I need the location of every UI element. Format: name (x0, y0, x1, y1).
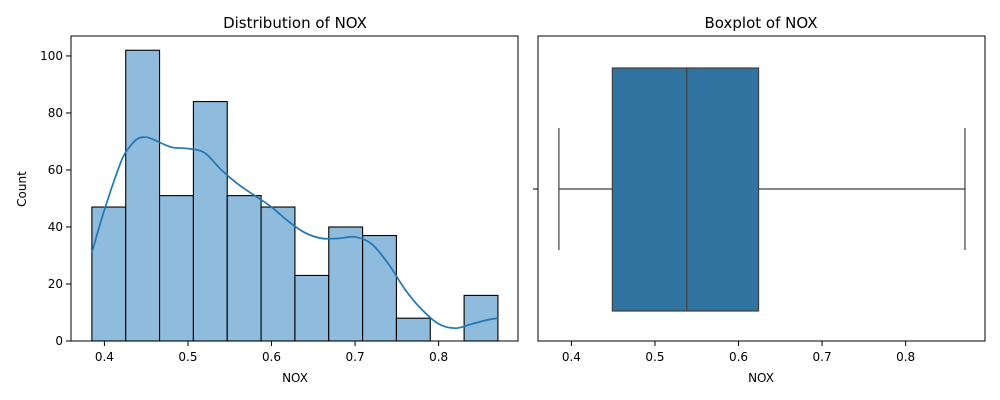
histogram-bar (328, 226, 364, 342)
histogram-title: Distribution of NOX (223, 14, 367, 32)
y-tick-label: 80 (48, 106, 63, 120)
histogram-bars (91, 49, 499, 342)
boxplot-panel: Boxplot of NOX 0.4 0.5 0.6 0.7 0.8 NOX (533, 14, 986, 385)
histogram-bar (91, 206, 127, 342)
x-tick-label: 0.5 (178, 350, 197, 364)
histogram-panel: Distribution of NOX 0.4 0.5 0.6 0.7 0.8 0 20 4… (15, 14, 519, 385)
histogram-x-ticks: 0.4 0.5 0.6 0.7 0.8 (95, 341, 448, 364)
histogram-y-label: Count (15, 171, 29, 207)
boxplot-x-ticks: 0.4 0.5 0.6 0.7 0.8 (562, 341, 915, 364)
histogram-x-label: NOX (282, 371, 308, 385)
histogram-y-ticks: 0 20 40 60 80 100 (40, 49, 71, 348)
histogram-bar (260, 206, 296, 342)
histogram-bar (192, 101, 228, 342)
x-tick-label: 0.4 (95, 350, 114, 364)
histogram-bar (395, 317, 431, 342)
histogram-bar (159, 195, 194, 342)
x-tick-label: 0.7 (346, 350, 365, 364)
x-tick-label: 0.8 (896, 350, 915, 364)
histogram-bar (294, 274, 330, 342)
boxplot-title: Boxplot of NOX (705, 14, 818, 32)
boxplot-x-label: NOX (748, 371, 774, 385)
x-tick-label: 0.5 (645, 350, 664, 364)
x-tick-label: 0.7 (813, 350, 832, 364)
y-tick-label: 60 (48, 163, 63, 177)
y-tick-label: 0 (55, 334, 63, 348)
x-tick-label: 0.4 (562, 350, 581, 364)
x-tick-label: 0.8 (429, 350, 448, 364)
y-tick-label: 100 (40, 49, 63, 63)
histogram-bar (125, 49, 161, 342)
histogram-bar (226, 195, 262, 342)
iqr-box (611, 67, 760, 312)
histogram-axes-frame (70, 35, 519, 342)
y-tick-label: 40 (48, 220, 63, 234)
x-tick-label: 0.6 (729, 350, 748, 364)
boxplot-elements (558, 67, 966, 312)
y-tick-label: 20 (48, 277, 63, 291)
kde-line (91, 136, 499, 330)
x-tick-label: 0.6 (262, 350, 281, 364)
